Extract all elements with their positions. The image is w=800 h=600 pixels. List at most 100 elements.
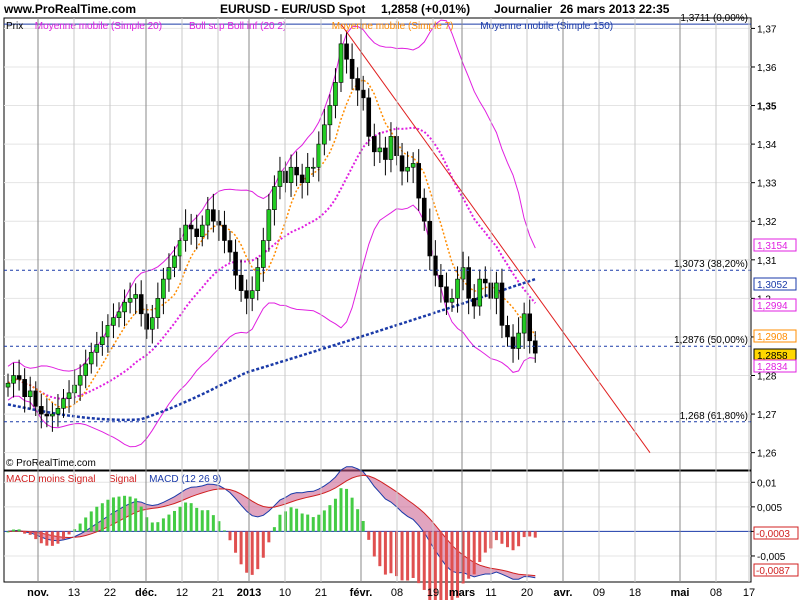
candle-body-23	[133, 294, 138, 299]
macd-hist-29	[167, 514, 171, 532]
macd-hist-59	[333, 498, 337, 532]
macd-hist-8	[50, 531, 54, 546]
candle-body-26	[150, 317, 155, 330]
macd-hist-32	[184, 502, 188, 532]
macd-hist-57	[322, 510, 326, 532]
candle-body-54	[305, 166, 311, 183]
legend-item-0: Prix	[6, 21, 23, 32]
macd-hist-20	[117, 496, 121, 532]
macd-hist-56	[317, 514, 321, 532]
candle-body-43	[244, 290, 249, 299]
macd-hist-61	[345, 488, 349, 532]
x-tick-9: févr.	[350, 587, 373, 599]
macd-hist-47	[267, 531, 271, 543]
instrument-title: EURUSD - EUR/USD Spot	[220, 2, 366, 16]
candle-body-11	[66, 392, 72, 399]
price-tag-4: 1,2858	[757, 351, 788, 362]
macd-hist-52	[295, 508, 299, 532]
price-tag-1: 1,3052	[757, 280, 788, 291]
macd-hist-65	[367, 531, 371, 540]
x-tick-10: 08	[391, 587, 403, 599]
macd-hist-40	[228, 531, 232, 541]
macd-hist-19	[111, 497, 115, 532]
macd-hist-92	[517, 531, 521, 547]
candle-body-33	[188, 224, 194, 230]
x-tick-12: mars	[449, 587, 475, 599]
fib-label-1: 1,3073 (38,20%)	[674, 259, 748, 270]
macd-hist-72	[406, 531, 410, 581]
macd-hist-68	[383, 531, 387, 575]
candle-body-30	[172, 255, 177, 268]
x-tick-20: 17	[743, 587, 755, 599]
candle-body-34	[194, 228, 199, 237]
candle-body-12	[72, 384, 77, 394]
candle-body-5	[33, 390, 39, 407]
candle-body-38	[216, 220, 222, 226]
macd-hist-11	[67, 531, 71, 535]
candle-body-46	[260, 240, 266, 268]
macd-legend-item-2: MACD (12 26 9)	[149, 474, 221, 485]
macd-hist-9	[56, 531, 60, 544]
macd-hist-14	[84, 517, 88, 532]
macd-hist-51	[289, 507, 293, 532]
macd-hist-79	[444, 531, 448, 600]
candle-body-84	[471, 298, 477, 307]
macd-legend-item-1: Signal	[109, 474, 137, 485]
y-tick-1: 1,27	[757, 410, 777, 421]
candle-body-90	[505, 325, 510, 338]
y-tick-8: 1,34	[757, 140, 777, 151]
candle-body-56	[316, 143, 322, 168]
macd-hist-22	[128, 496, 132, 532]
macd-hist-93	[522, 531, 526, 538]
macd-hist-16	[95, 506, 99, 532]
candle-body-58	[327, 105, 333, 126]
candle-body-78	[438, 274, 444, 288]
candle-body-77	[433, 255, 438, 276]
axes-layer: nov. 13 22 déc. 12 21 2013 10 21 févr. 08 19 mars 11 2…	[27, 18, 799, 599]
macd-hist-23	[134, 498, 138, 532]
macd-hist-54	[306, 514, 310, 532]
macd-hist-42	[239, 531, 243, 565]
macd-tag-box-1	[753, 563, 799, 577]
candle-body-19	[111, 317, 116, 326]
macd-hist-89	[500, 531, 504, 544]
candle-body-1	[11, 375, 16, 384]
macd-hist-13	[78, 523, 82, 532]
legend-item-1: Moyenne mobile (Simple 20)	[35, 21, 162, 32]
legend-item-4: Moyenne mobile (Simple 150)	[480, 21, 613, 32]
candle-body-82	[460, 267, 466, 280]
x-tick-6: 2013	[237, 587, 261, 599]
fib-label-3: 1,268 (61,80%)	[680, 411, 748, 422]
price-tag-0: 1,3154	[757, 241, 788, 252]
y-tick-11: 1,37	[757, 24, 777, 35]
x-tick-8: 21	[315, 587, 327, 599]
x-tick-18: mai	[671, 587, 690, 599]
candle-body-62	[349, 58, 355, 79]
macd-hist-91	[511, 531, 515, 551]
macd-hist-17	[100, 503, 104, 532]
period-label: Journalier	[494, 2, 553, 16]
macd-hist-10	[62, 531, 65, 540]
macd-hist-64	[361, 520, 365, 532]
macd-hist-80	[450, 531, 454, 600]
candle-body-48	[272, 186, 277, 210]
candle-body-37	[211, 209, 216, 222]
site-title[interactable]: www.ProRealTime.com	[4, 2, 137, 16]
candle-body-20	[116, 311, 122, 318]
y-tick-2: 1,28	[757, 372, 777, 383]
macd-hist-28	[161, 518, 165, 532]
candle-body-36	[205, 209, 211, 226]
macd-hist-58	[328, 505, 332, 532]
candle-body-94	[527, 313, 533, 342]
macd-hist-63	[356, 509, 360, 532]
candle-body-74	[416, 163, 422, 199]
copyright-label: © ProRealTime.com	[6, 458, 96, 469]
candle-body-71	[399, 155, 405, 172]
candle-body-66	[371, 136, 377, 153]
x-tick-11: 19	[427, 587, 439, 599]
x-tick-19: 08	[710, 587, 722, 599]
macd-hist-7	[45, 531, 49, 546]
datetime-label: 26 mars 2013 22:35	[560, 2, 670, 16]
macd-hist-31	[178, 506, 182, 532]
macd-hist-6	[39, 531, 43, 544]
